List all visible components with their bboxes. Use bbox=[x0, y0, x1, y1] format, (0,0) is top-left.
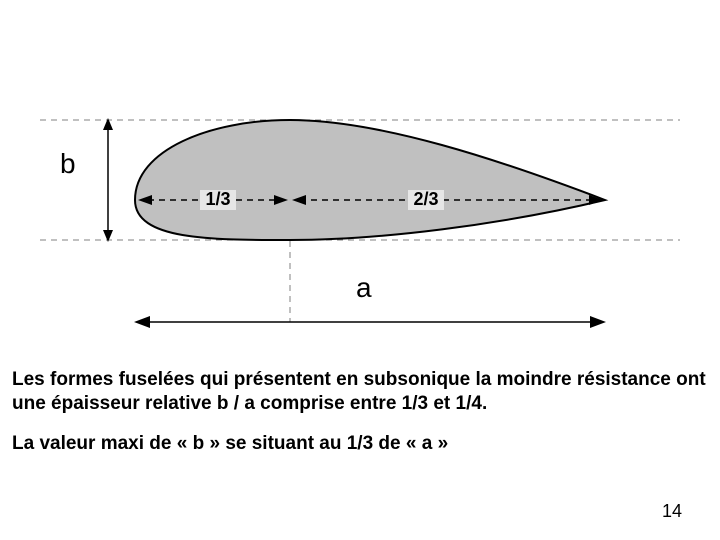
diagram-svg: 1/3 2/3 bbox=[0, 90, 720, 350]
dim-a bbox=[134, 316, 606, 328]
airfoil-shape bbox=[135, 120, 605, 240]
label-a: a bbox=[356, 272, 372, 304]
label-b: b bbox=[60, 148, 76, 180]
paragraph-1: Les formes fuselées qui présentent en su… bbox=[12, 368, 708, 416]
page: 1/3 2/3 b a Les formes fuselées qui prés… bbox=[0, 0, 720, 540]
body-text: Les formes fuselées qui présentent en su… bbox=[12, 368, 708, 471]
label-one-third: 1/3 bbox=[205, 189, 230, 209]
label-two-thirds: 2/3 bbox=[413, 189, 438, 209]
page-number: 14 bbox=[662, 501, 682, 522]
dim-b bbox=[103, 118, 113, 242]
paragraph-2: La valeur maxi de « b » se situant au 1/… bbox=[12, 432, 708, 456]
